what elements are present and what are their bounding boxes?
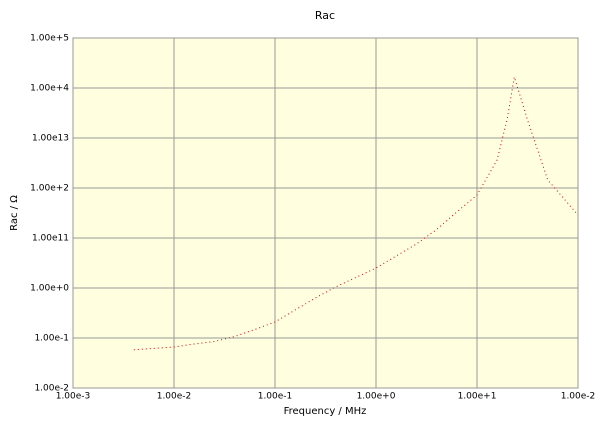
y-tick-label: 1.00e+5 <box>30 34 69 44</box>
x-tick-label: 1.00e-2 <box>561 392 596 402</box>
x-tick-label: 1.00e+0 <box>357 392 396 402</box>
y-tick-label: 1.00e13 <box>32 134 69 144</box>
plot-area <box>72 37 579 389</box>
y-tick-label: 1.00e+2 <box>30 184 69 194</box>
y-tick-label: 1.00e-2 <box>34 384 69 394</box>
x-tick-label: 1.00e-1 <box>258 392 293 402</box>
x-tick-label: 1.00e-3 <box>56 392 91 402</box>
x-tick-label: 1.00e+1 <box>458 392 497 402</box>
y-tick-label: 1.00e11 <box>32 234 69 244</box>
x-tick-label: 1.00e-2 <box>157 392 192 402</box>
chart-title: Rac <box>315 9 335 22</box>
y-tick-label: 1.00e-1 <box>34 334 69 344</box>
y-tick-label: 1.00e+0 <box>30 284 69 294</box>
x-axis-label: Frequency / MHz <box>284 406 367 417</box>
y-axis-label: Rac / Ω <box>9 195 20 231</box>
y-tick-label: 1.00e+4 <box>30 84 69 94</box>
